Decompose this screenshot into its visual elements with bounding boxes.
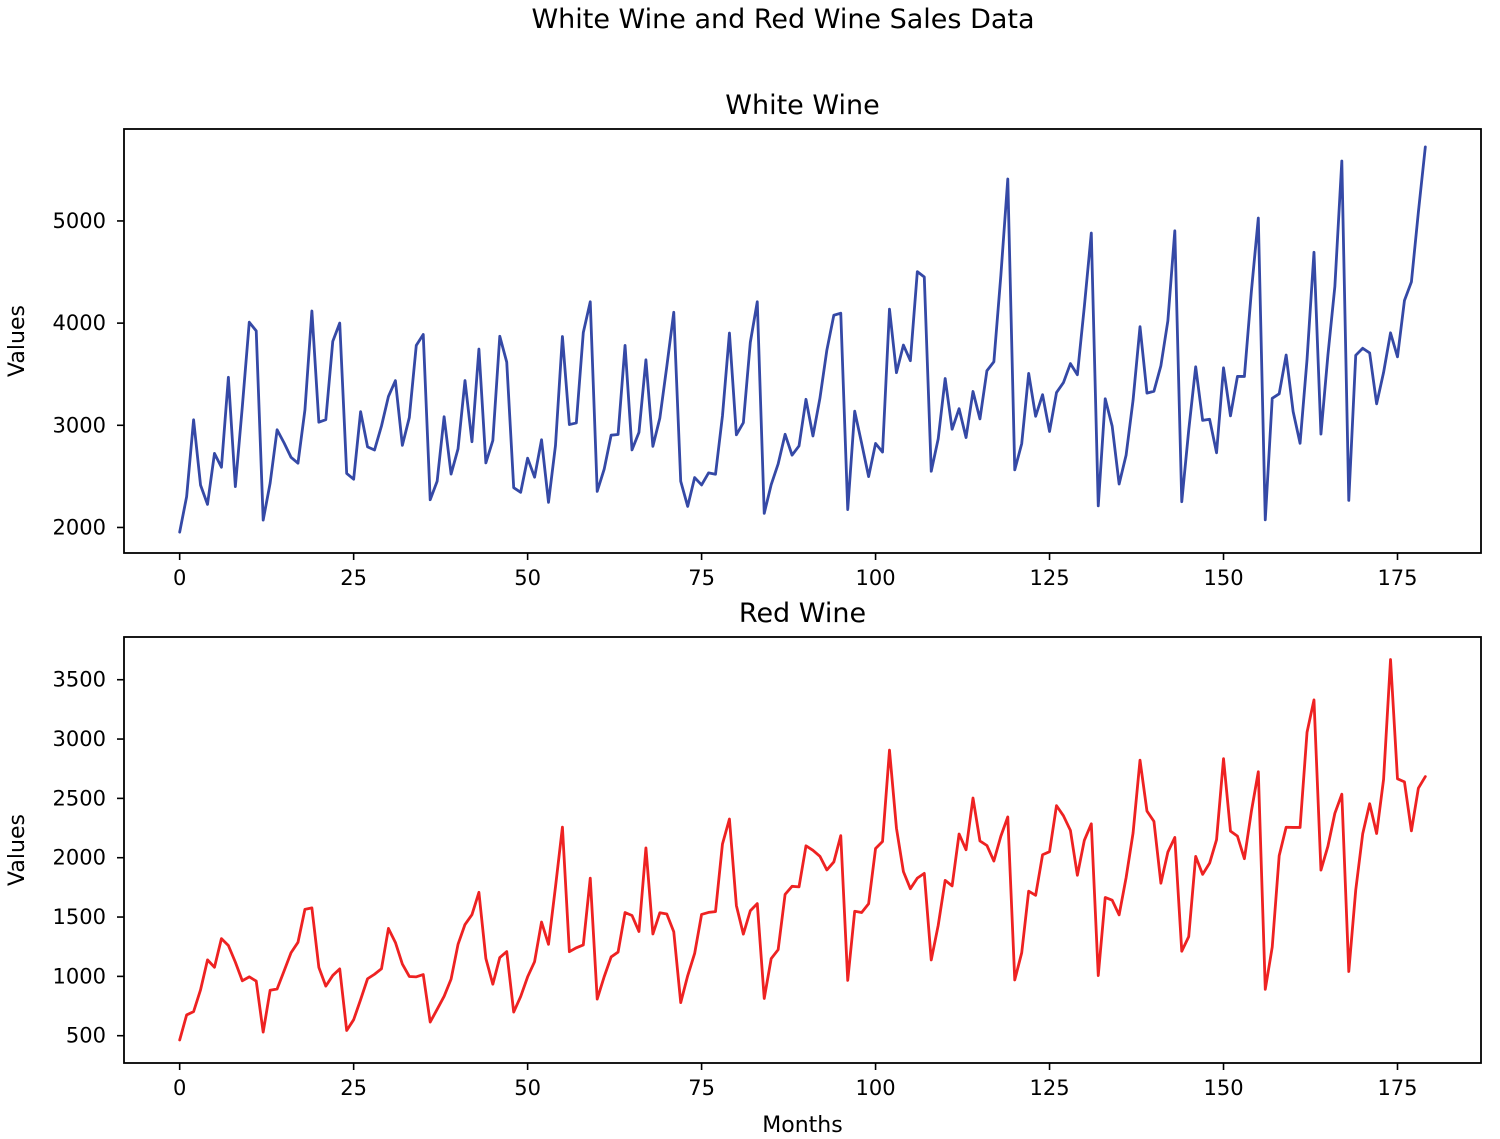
red-wine-x-tick-label: 50 xyxy=(514,1076,541,1100)
red-wine-y-tick-label: 1500 xyxy=(53,905,106,929)
white-wine-y-axis-label: Values xyxy=(5,305,30,377)
white-wine-x-tick-label: 0 xyxy=(173,566,186,590)
red-wine-y-tick-label: 1000 xyxy=(53,964,106,988)
red-wine-x-tick-label: 175 xyxy=(1377,1076,1417,1100)
red-wine-y-tick-label: 2000 xyxy=(53,846,106,870)
red-wine-y-tick-label: 2500 xyxy=(53,786,106,810)
red-wine-plot-frame xyxy=(123,636,1482,1064)
white-wine-chart: White Wine 0 25 50 75 100 125 150 175 2000 3000 400… xyxy=(5,90,1482,590)
red-wine-y-tick-label: 500 xyxy=(66,1024,106,1048)
red-wine-x-tick-label: 100 xyxy=(856,1076,896,1100)
white-wine-y-tick-label: 4000 xyxy=(53,311,106,335)
white-wine-x-tick-label: 150 xyxy=(1203,566,1243,590)
white-wine-x-tick-label: 125 xyxy=(1029,566,1069,590)
white-wine-x-tick-label: 50 xyxy=(514,566,541,590)
red-wine-y-tick-label: 3500 xyxy=(53,668,106,692)
white-wine-series-line xyxy=(178,145,1427,534)
red-wine-y-axis-label: Values xyxy=(5,814,30,886)
white-wine-x-tick-label: 175 xyxy=(1377,566,1417,590)
figure-title: White Wine and Red Wine Sales Data xyxy=(531,4,1034,35)
red-wine-title: Red Wine xyxy=(739,598,866,629)
white-wine-x-tick-label: 25 xyxy=(340,566,367,590)
white-wine-title: White Wine xyxy=(725,90,879,121)
red-wine-x-axis-label: Months xyxy=(762,1113,842,1138)
red-wine-y-tick-label: 3000 xyxy=(53,727,106,751)
red-wine-x-tick-label: 25 xyxy=(340,1076,367,1100)
red-wine-series-line xyxy=(178,658,1427,1042)
white-wine-x-tick-label: 75 xyxy=(688,566,715,590)
white-wine-y-tick-label: 5000 xyxy=(53,209,106,233)
white-wine-y-tick-label: 2000 xyxy=(53,515,106,539)
red-wine-x-tick-label: 75 xyxy=(688,1076,715,1100)
red-wine-x-tick-label: 0 xyxy=(173,1076,186,1100)
red-wine-x-tick-label: 150 xyxy=(1203,1076,1243,1100)
white-wine-plot-frame xyxy=(123,128,1482,554)
white-wine-x-tick-label: 100 xyxy=(856,566,896,590)
red-wine-x-tick-label: 125 xyxy=(1029,1076,1069,1100)
white-wine-y-tick-label: 3000 xyxy=(53,413,106,437)
red-wine-chart: Red Wine 0 25 50 75 100 125 150 175 500 1000 1500 20… xyxy=(5,598,1482,1138)
